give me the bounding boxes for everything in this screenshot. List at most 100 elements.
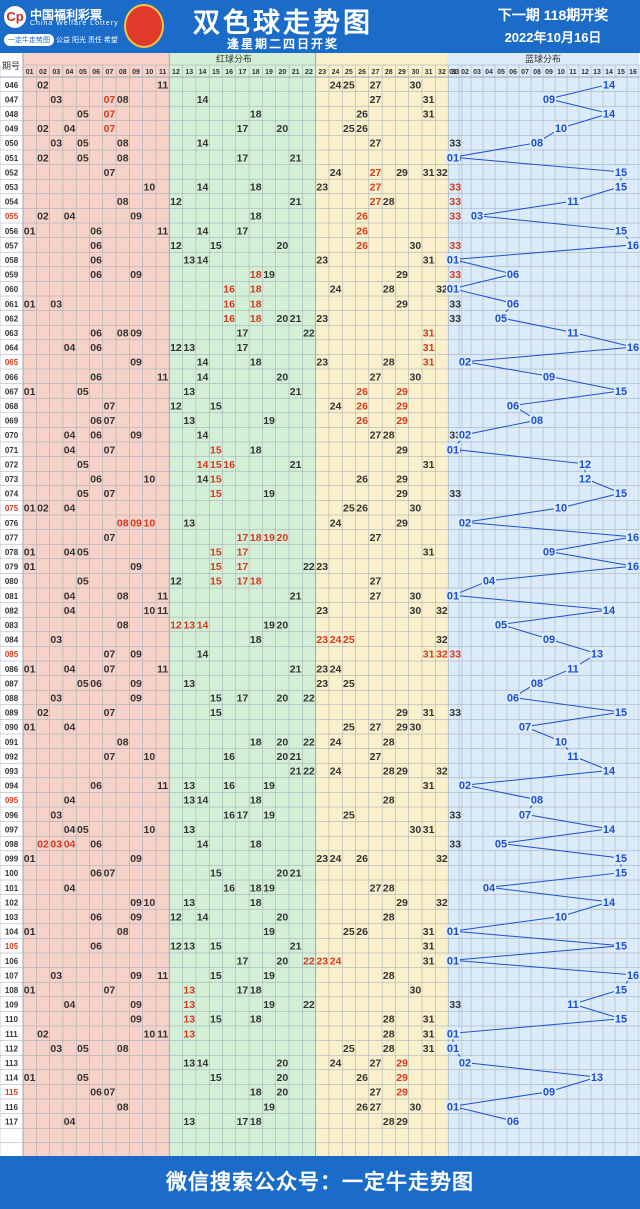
red-number-header: 28 [385,69,393,76]
red-ball: 04 [64,123,76,135]
red-ball: 23 [316,634,328,646]
blue-ball-bg [614,866,628,879]
blue-ball-bg [602,764,616,777]
issue-number: 103 [5,913,19,922]
red-ball: 13 [183,985,195,997]
blue-ball-bg [590,1071,604,1084]
red-ball: 28 [383,882,395,894]
blue-ball: 15 [615,985,627,997]
red-ball: 28 [383,1116,395,1128]
issue-number: 056 [5,227,19,236]
red-ball: 27 [370,1058,382,1070]
red-ball: 23 [316,255,328,267]
next-draw-date: 2022年10月16日 [504,30,602,45]
blue-ball: 15 [615,167,627,179]
issue-number: 086 [5,665,19,674]
red-ball: 17 [237,955,249,967]
red-ball: 05 [77,1072,89,1084]
blue-ball-bg [446,282,460,295]
issue-number: 058 [5,256,19,265]
red-ball: 04 [64,605,76,617]
red-ball: 09 [130,678,142,690]
red-ball: 10 [144,517,156,529]
red-ball: 17 [237,561,249,573]
blue-number-header: 16 [629,69,637,76]
issue-number: 107 [5,971,19,980]
red-ball: 09 [130,853,142,865]
blue-ball-bg [446,1100,460,1113]
red-ball: 02 [37,211,49,223]
issue-number: 085 [5,650,19,659]
blue-ball-bg [506,691,520,704]
blue-ball-bg [458,779,472,792]
red-ball: 01 [24,298,36,310]
red-ball: 18 [250,269,262,281]
red-ball: 21 [290,941,302,953]
blue-ball: 09 [543,1087,555,1099]
red-ball: 19 [263,269,275,281]
site-badge: 一定牛走势图 [4,34,54,46]
blue-ball: 08 [531,138,543,150]
red-ball: 26 [356,415,368,427]
issue-number: 100 [5,869,19,878]
blue-number-header: 11 [569,69,577,76]
issue-number: 055 [5,212,19,221]
red-ball: 08 [117,138,129,150]
issue-number: 108 [5,986,19,995]
red-ball: 05 [77,547,89,559]
red-ball: 31 [423,824,435,836]
red-ball: 29 [396,1087,408,1099]
red-ball: 21 [290,459,302,471]
blue-ball-bg [626,341,640,354]
red-ball: 28 [383,284,395,296]
red-ball: 08 [117,94,129,106]
red-ball: 24 [330,663,342,675]
red-number-header: 04 [66,69,74,76]
red-ball: 01 [24,853,36,865]
blue-ball: 15 [615,853,627,865]
issue-column-header: 期号 [2,61,20,71]
slogan: 公益 阳光 责任 希望 [56,37,118,44]
issue-number: 047 [5,95,19,104]
red-ball: 15 [210,576,222,588]
red-ball: 04 [64,547,76,559]
red-ball: 09 [130,328,142,340]
issue-number: 087 [5,679,19,688]
red-ball: 21 [290,751,302,763]
issue-number: 067 [5,387,19,396]
red-ball: 20 [277,693,289,705]
blue-ball-bg [458,428,472,441]
red-ball: 30 [410,590,422,602]
red-ball: 25 [343,503,355,515]
red-ball: 15 [210,707,222,719]
blue-number-header: 09 [545,69,553,76]
blue-ball: 01 [447,255,459,267]
blue-ball: 01 [447,1028,459,1040]
red-ball: 06 [90,430,102,442]
red-ball: 24 [330,736,342,748]
issue-number: 109 [5,1001,19,1010]
red-ball: 27 [370,182,382,194]
blue-ball-bg [506,297,520,310]
red-ball: 05 [77,459,89,471]
draw-schedule: 逢星期二四日开奖 [226,37,339,51]
blue-ball: 05 [495,839,507,851]
blue-ball: 06 [507,298,519,310]
red-ball: 27 [370,79,382,91]
blue-number-header: 14 [605,69,613,76]
blue-ball: 05 [495,313,507,325]
red-ball: 07 [104,1087,116,1099]
red-ball: 08 [117,590,129,602]
issue-number: 080 [5,577,19,586]
blue-ball-bg [542,370,556,383]
red-ball: 13 [183,795,195,807]
issue-number: 099 [5,855,19,864]
red-ball: 12 [170,620,182,632]
red-ball: 27 [370,1101,382,1113]
issue-number: 101 [5,884,19,893]
red-ball: 27 [370,167,382,179]
red-ball: 06 [90,255,102,267]
red-ball: 14 [197,620,209,632]
blue-ball-bg [614,224,628,237]
red-ball: 07 [104,707,116,719]
